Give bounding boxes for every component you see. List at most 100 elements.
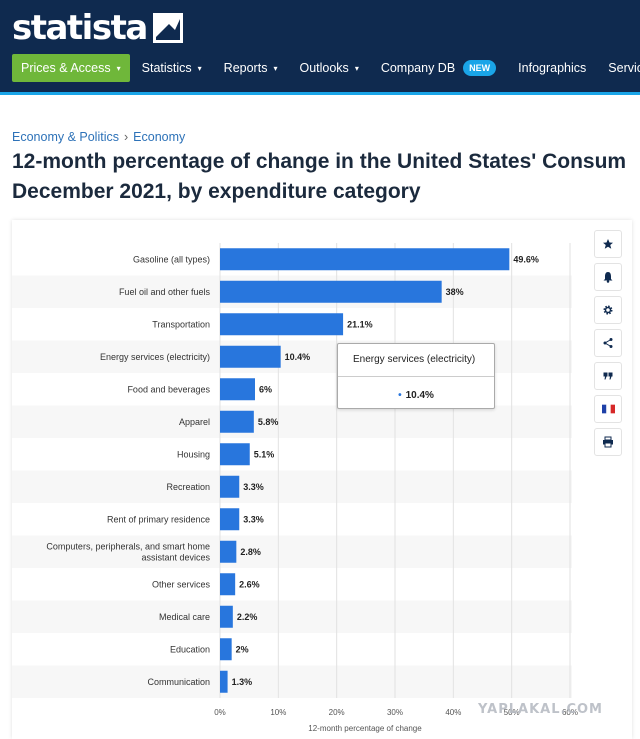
category-label: Transportation xyxy=(152,319,210,329)
main-nav: Prices & Access ▾ Statistics ▾ Reports ▾… xyxy=(12,54,640,82)
tooltip-title: Energy services (electricity) xyxy=(338,344,494,377)
bar[interactable] xyxy=(220,638,232,661)
x-tick-label: 10% xyxy=(270,708,286,717)
bar[interactable] xyxy=(220,345,281,368)
bar[interactable] xyxy=(220,378,255,401)
bar[interactable] xyxy=(220,443,250,466)
bell-icon xyxy=(603,272,613,283)
category-label: Recreation xyxy=(166,482,210,492)
x-tick-label: 60% xyxy=(562,708,578,717)
nav-label: Infographics xyxy=(518,61,587,75)
category-label: Other services xyxy=(152,579,211,589)
bar[interactable] xyxy=(220,248,510,271)
notification-button[interactable] xyxy=(594,263,622,291)
bar[interactable] xyxy=(220,475,240,498)
print-button[interactable] xyxy=(594,428,622,456)
star-icon xyxy=(603,239,613,249)
value-label: 6% xyxy=(259,384,272,394)
page-title-line-1: 12-month percentage of change in the Uni… xyxy=(12,150,627,173)
nav-label: Statistics xyxy=(141,61,192,75)
chart-toolbar xyxy=(594,230,624,461)
category-label: Medical care xyxy=(159,612,210,622)
x-tick-label: 40% xyxy=(445,708,461,717)
logo-text: statista xyxy=(12,8,148,48)
bar[interactable] xyxy=(220,573,236,596)
row-band xyxy=(12,535,572,568)
category-label: Computers, peripherals, and smart home xyxy=(46,541,210,551)
chart-tooltip: Energy services (electricity) • 10.4% xyxy=(337,343,495,409)
category-label: Communication xyxy=(147,677,210,687)
nav-statistics[interactable]: Statistics ▾ xyxy=(142,61,202,75)
bar[interactable] xyxy=(220,410,254,433)
nav-prices-access[interactable]: Prices & Access ▾ xyxy=(12,54,130,82)
chevron-down-icon: ▾ xyxy=(116,63,121,73)
share-icon xyxy=(603,338,613,348)
new-badge: NEW xyxy=(463,60,497,76)
nav-reports[interactable]: Reports ▾ xyxy=(224,61,278,75)
bar[interactable] xyxy=(220,313,344,336)
bar[interactable] xyxy=(220,280,442,303)
watermark-text: YAPLAKAL.COM xyxy=(478,702,603,717)
category-label: Energy services (electricity) xyxy=(100,352,210,362)
value-label: 38% xyxy=(446,287,464,297)
bar[interactable] xyxy=(220,605,233,628)
value-label: 2.8% xyxy=(240,547,261,557)
gear-icon xyxy=(603,305,613,315)
nav-outlooks[interactable]: Outlooks ▾ xyxy=(299,61,358,75)
statista-logo[interactable]: statista xyxy=(12,10,183,46)
bar[interactable] xyxy=(220,508,240,531)
favorite-button[interactable] xyxy=(594,230,622,258)
nav-label: Reports xyxy=(223,61,268,75)
row-band xyxy=(12,470,572,503)
quote-icon xyxy=(603,372,613,380)
bar[interactable] xyxy=(220,670,228,693)
nav-label: Outlooks xyxy=(299,61,349,75)
row-band xyxy=(12,405,572,438)
category-label: Apparel xyxy=(179,417,210,427)
x-tick-label: 30% xyxy=(387,708,403,717)
nav-label: Services xyxy=(608,61,640,75)
settings-button[interactable] xyxy=(594,296,622,324)
category-label: Education xyxy=(170,644,210,654)
breadcrumb-economy-politics[interactable]: Economy & Politics xyxy=(12,130,119,144)
chevron-down-icon: ▾ xyxy=(354,63,359,73)
top-navigation-bar: statista Prices & Access ▾ Statistics ▾ … xyxy=(0,0,640,95)
nav-services[interactable]: Services ▾ xyxy=(608,61,640,75)
page-title: 12-month percentage of change in the Uni… xyxy=(12,147,640,207)
logo-mark-icon xyxy=(152,13,183,43)
cite-button[interactable] xyxy=(594,362,622,390)
language-button[interactable] xyxy=(594,395,622,423)
category-label: Fuel oil and other fuels xyxy=(119,287,211,297)
category-label: assistant devices xyxy=(141,552,210,562)
category-label: Food and beverages xyxy=(127,384,210,394)
breadcrumb-separator: › xyxy=(123,130,129,144)
breadcrumb: Economy & Politics › Economy xyxy=(12,130,185,144)
x-tick-label: 20% xyxy=(329,708,345,717)
french-flag-icon xyxy=(601,404,615,414)
value-label: 2% xyxy=(236,644,249,654)
category-label: Rent of primary residence xyxy=(107,514,210,524)
value-label: 10.4% xyxy=(285,352,311,362)
tooltip-value: 10.4% xyxy=(405,390,434,401)
value-label: 2.6% xyxy=(239,579,260,589)
x-axis-title: 12-month percentage of change xyxy=(308,724,422,733)
value-label: 5.8% xyxy=(258,417,279,427)
value-label: 21.1% xyxy=(347,319,373,329)
category-label: Gasoline (all types) xyxy=(133,254,210,264)
breadcrumb-economy[interactable]: Economy xyxy=(133,130,186,144)
page-title-line-2: December 2021, by expenditure category xyxy=(12,180,421,203)
chevron-down-icon: ▾ xyxy=(273,63,278,73)
bar[interactable] xyxy=(220,540,237,563)
nav-company-db[interactable]: Company DB NEW xyxy=(380,60,497,76)
share-button[interactable] xyxy=(594,329,622,357)
value-label: 1.3% xyxy=(232,677,253,687)
nav-label: Prices & Access xyxy=(21,61,111,75)
nav-infographics[interactable]: Infographics xyxy=(518,61,586,75)
nav-label: Company DB xyxy=(380,61,456,75)
tooltip-value-row: • 10.4% xyxy=(338,377,494,401)
value-label: 2.2% xyxy=(237,612,258,622)
value-label: 5.1% xyxy=(254,449,275,459)
bar-chart: Gasoline (all types) 49.6% Fuel oil and ot… xyxy=(12,243,578,733)
category-label: Housing xyxy=(177,449,210,459)
chart-card: Gasoline (all types) 49.6% Fuel oil and ot… xyxy=(12,220,632,739)
